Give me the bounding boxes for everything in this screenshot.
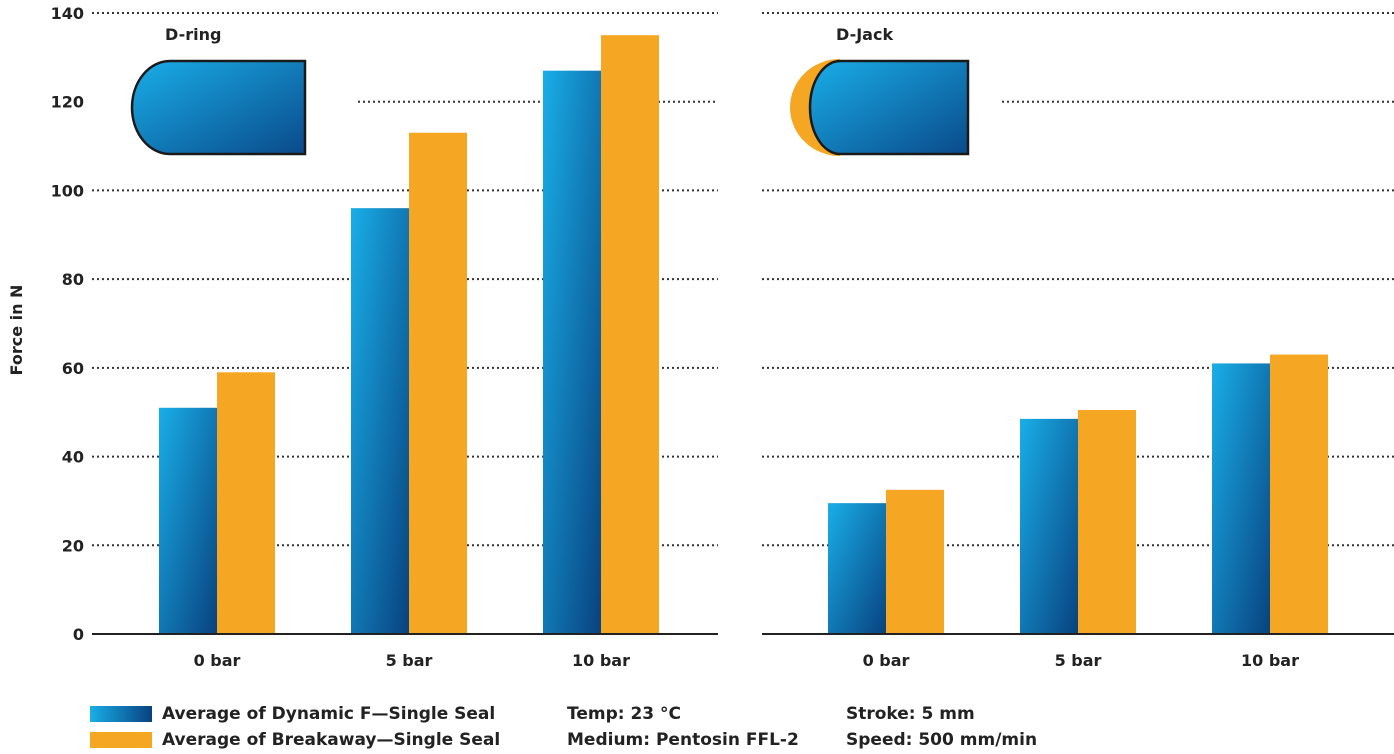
bar-d-ring-breakaway-0 bbox=[217, 372, 275, 634]
bar-d-ring-breakaway-1 bbox=[409, 132, 467, 634]
legend-swatch-breakaway bbox=[90, 732, 152, 748]
y-tick-label-20: 20 bbox=[62, 536, 84, 555]
panel-title-d-ring: D-ring bbox=[165, 25, 221, 44]
note-speed: Speed: 500 mm/min bbox=[846, 730, 1038, 750]
y-tick-label-80: 80 bbox=[62, 270, 84, 289]
x-tick-label-1-2: 10 bar bbox=[1241, 651, 1299, 670]
legend: Average of Dynamic F—Single Seal Average… bbox=[0, 700, 1394, 754]
y-tick-label-140: 140 bbox=[51, 4, 84, 23]
x-tick-label-0-0: 0 bar bbox=[194, 651, 241, 670]
x-tick-labels: 0 bar 5 bar 10 bar 0 bar 5 bar 10 bar bbox=[194, 651, 1300, 670]
legend-item-dynamic: Average of Dynamic F—Single Seal bbox=[90, 704, 495, 724]
x-tick-label-1-0: 0 bar bbox=[863, 651, 910, 670]
y-tick-label-100: 100 bbox=[51, 181, 84, 200]
bar-d-jack-dynamic-0 bbox=[828, 503, 886, 634]
bar-d-ring-dynamic-1 bbox=[351, 208, 409, 634]
x-tick-label-0-1: 5 bar bbox=[386, 651, 433, 670]
bars bbox=[159, 35, 1328, 634]
legend-item-breakaway: Average of Breakaway—Single Seal bbox=[90, 730, 500, 750]
legend-label-breakaway: Average of Breakaway—Single Seal bbox=[162, 730, 501, 750]
y-tick-label-60: 60 bbox=[62, 359, 84, 378]
bar-d-jack-dynamic-1 bbox=[1020, 418, 1078, 634]
note-stroke: Stroke: 5 mm bbox=[846, 704, 975, 724]
legend-label-dynamic: Average of Dynamic F—Single Seal bbox=[162, 704, 496, 724]
bar-d-ring-dynamic-0 bbox=[159, 407, 217, 634]
x-tick-label-1-1: 5 bar bbox=[1055, 651, 1102, 670]
bar-d-ring-breakaway-2 bbox=[601, 35, 659, 634]
y-tick-label-0: 0 bbox=[73, 625, 84, 644]
y-axis-label: Force in N bbox=[7, 285, 26, 376]
bar-d-jack-breakaway-2 bbox=[1270, 354, 1328, 634]
y-tick-label-120: 120 bbox=[51, 93, 84, 112]
note-medium: Medium: Pentosin FFL-2 bbox=[567, 730, 799, 750]
bar-d-jack-breakaway-1 bbox=[1078, 409, 1136, 634]
note-temp: Temp: 23 °C bbox=[567, 704, 682, 724]
y-tick-labels: 0 20 40 60 80 100 120 140 bbox=[51, 4, 84, 644]
x-tick-label-0-2: 10 bar bbox=[572, 651, 630, 670]
bar-d-ring-dynamic-2 bbox=[543, 70, 601, 634]
panel-title-d-jack: D-Jack bbox=[836, 25, 893, 44]
bar-d-jack-dynamic-2 bbox=[1212, 363, 1270, 634]
d-jack-profile-icon bbox=[789, 59, 970, 156]
bar-chart: Force in N 0 20 40 60 80 100 120 140 0 bar 5 bar… bbox=[7, 4, 1394, 670]
y-tick-label-40: 40 bbox=[62, 448, 84, 467]
d-ring-profile-icon bbox=[130, 59, 307, 156]
legend-swatch-dynamic bbox=[90, 706, 152, 722]
bar-d-jack-breakaway-0 bbox=[886, 489, 944, 634]
